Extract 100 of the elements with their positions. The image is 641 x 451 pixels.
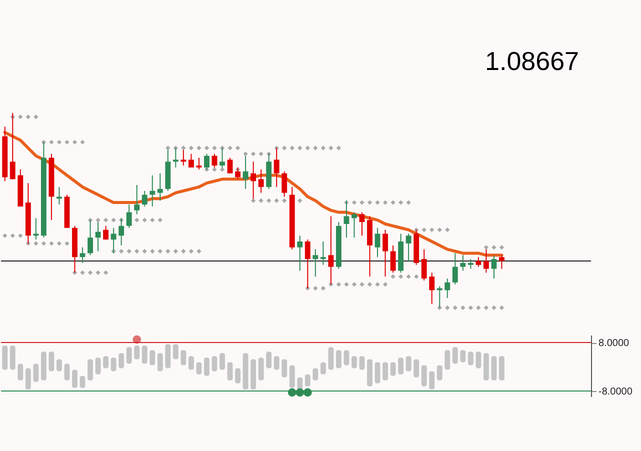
point	[18, 233, 23, 238]
bar	[25, 368, 31, 390]
point	[181, 146, 186, 150]
point	[375, 282, 380, 287]
point	[158, 218, 162, 222]
point	[80, 270, 85, 276]
candlestick	[157, 172, 163, 202]
point	[298, 146, 302, 150]
candlestick	[352, 212, 357, 238]
point	[34, 114, 38, 120]
candlestick	[312, 248, 318, 278]
bar	[33, 364, 39, 382]
bar	[80, 376, 86, 388]
bar	[204, 358, 210, 376]
bar	[289, 365, 295, 388]
bar	[150, 350, 156, 366]
point	[406, 274, 411, 279]
bar	[421, 365, 427, 386]
point	[2, 233, 8, 238]
point	[250, 152, 256, 156]
point	[382, 200, 388, 205]
candlestick	[274, 148, 280, 188]
point	[188, 146, 194, 150]
point	[313, 146, 318, 150]
bar	[266, 352, 272, 368]
point	[126, 248, 132, 254]
bar	[212, 356, 218, 372]
bar	[188, 356, 194, 370]
point	[96, 270, 100, 276]
candlestick	[204, 153, 210, 170]
bar	[352, 356, 357, 368]
point	[72, 140, 78, 145]
point	[173, 248, 178, 254]
bar	[250, 359, 256, 390]
candlestick	[460, 254, 466, 272]
point	[166, 146, 170, 150]
point	[142, 248, 147, 254]
point	[250, 198, 256, 203]
text: 1.08667	[485, 46, 579, 76]
bar	[142, 346, 148, 364]
candlestick	[196, 157, 202, 170]
point	[320, 146, 326, 150]
point	[258, 198, 264, 203]
point	[196, 248, 202, 254]
point	[220, 167, 225, 172]
bar	[359, 356, 365, 370]
bar	[88, 359, 93, 380]
point	[258, 152, 264, 156]
point	[166, 248, 170, 254]
bar	[444, 350, 450, 370]
bar	[242, 353, 248, 390]
bar	[374, 362, 380, 384]
point	[80, 140, 85, 145]
point	[188, 248, 194, 254]
point	[298, 198, 302, 203]
point	[336, 146, 342, 150]
point	[460, 305, 466, 310]
candlestick	[172, 148, 178, 168]
point	[367, 282, 372, 287]
point	[10, 233, 15, 238]
bar	[95, 358, 101, 374]
point	[228, 146, 232, 150]
point	[49, 241, 54, 246]
point	[390, 200, 396, 205]
y-tick-label: -8.0000	[598, 386, 633, 398]
candlestick	[374, 227, 380, 258]
bar	[258, 358, 264, 380]
point	[134, 218, 140, 222]
bar	[344, 350, 350, 366]
candlestick	[421, 248, 427, 281]
point	[150, 218, 155, 222]
point	[158, 248, 162, 254]
candlestick	[282, 170, 288, 198]
point	[445, 305, 450, 310]
point	[406, 200, 411, 205]
bar	[126, 347, 132, 364]
candlestick	[320, 241, 326, 266]
candlestick	[134, 184, 140, 215]
point	[484, 245, 489, 250]
point	[118, 248, 124, 254]
point	[56, 241, 62, 246]
point	[328, 146, 334, 150]
point	[305, 146, 310, 150]
candlestick	[429, 272, 435, 304]
point	[235, 146, 240, 150]
bar	[499, 356, 504, 380]
bar	[18, 364, 24, 380]
point	[26, 114, 31, 120]
point	[196, 146, 202, 150]
candlestick	[126, 204, 132, 228]
point	[274, 198, 279, 203]
point	[492, 245, 496, 250]
candlestick	[33, 218, 39, 240]
candlestick	[359, 212, 365, 236]
bar	[390, 362, 396, 376]
candlestick	[150, 174, 156, 207]
candlestick	[142, 190, 148, 207]
candlestick	[103, 225, 109, 240]
bar	[312, 368, 318, 380]
bar	[328, 347, 334, 370]
